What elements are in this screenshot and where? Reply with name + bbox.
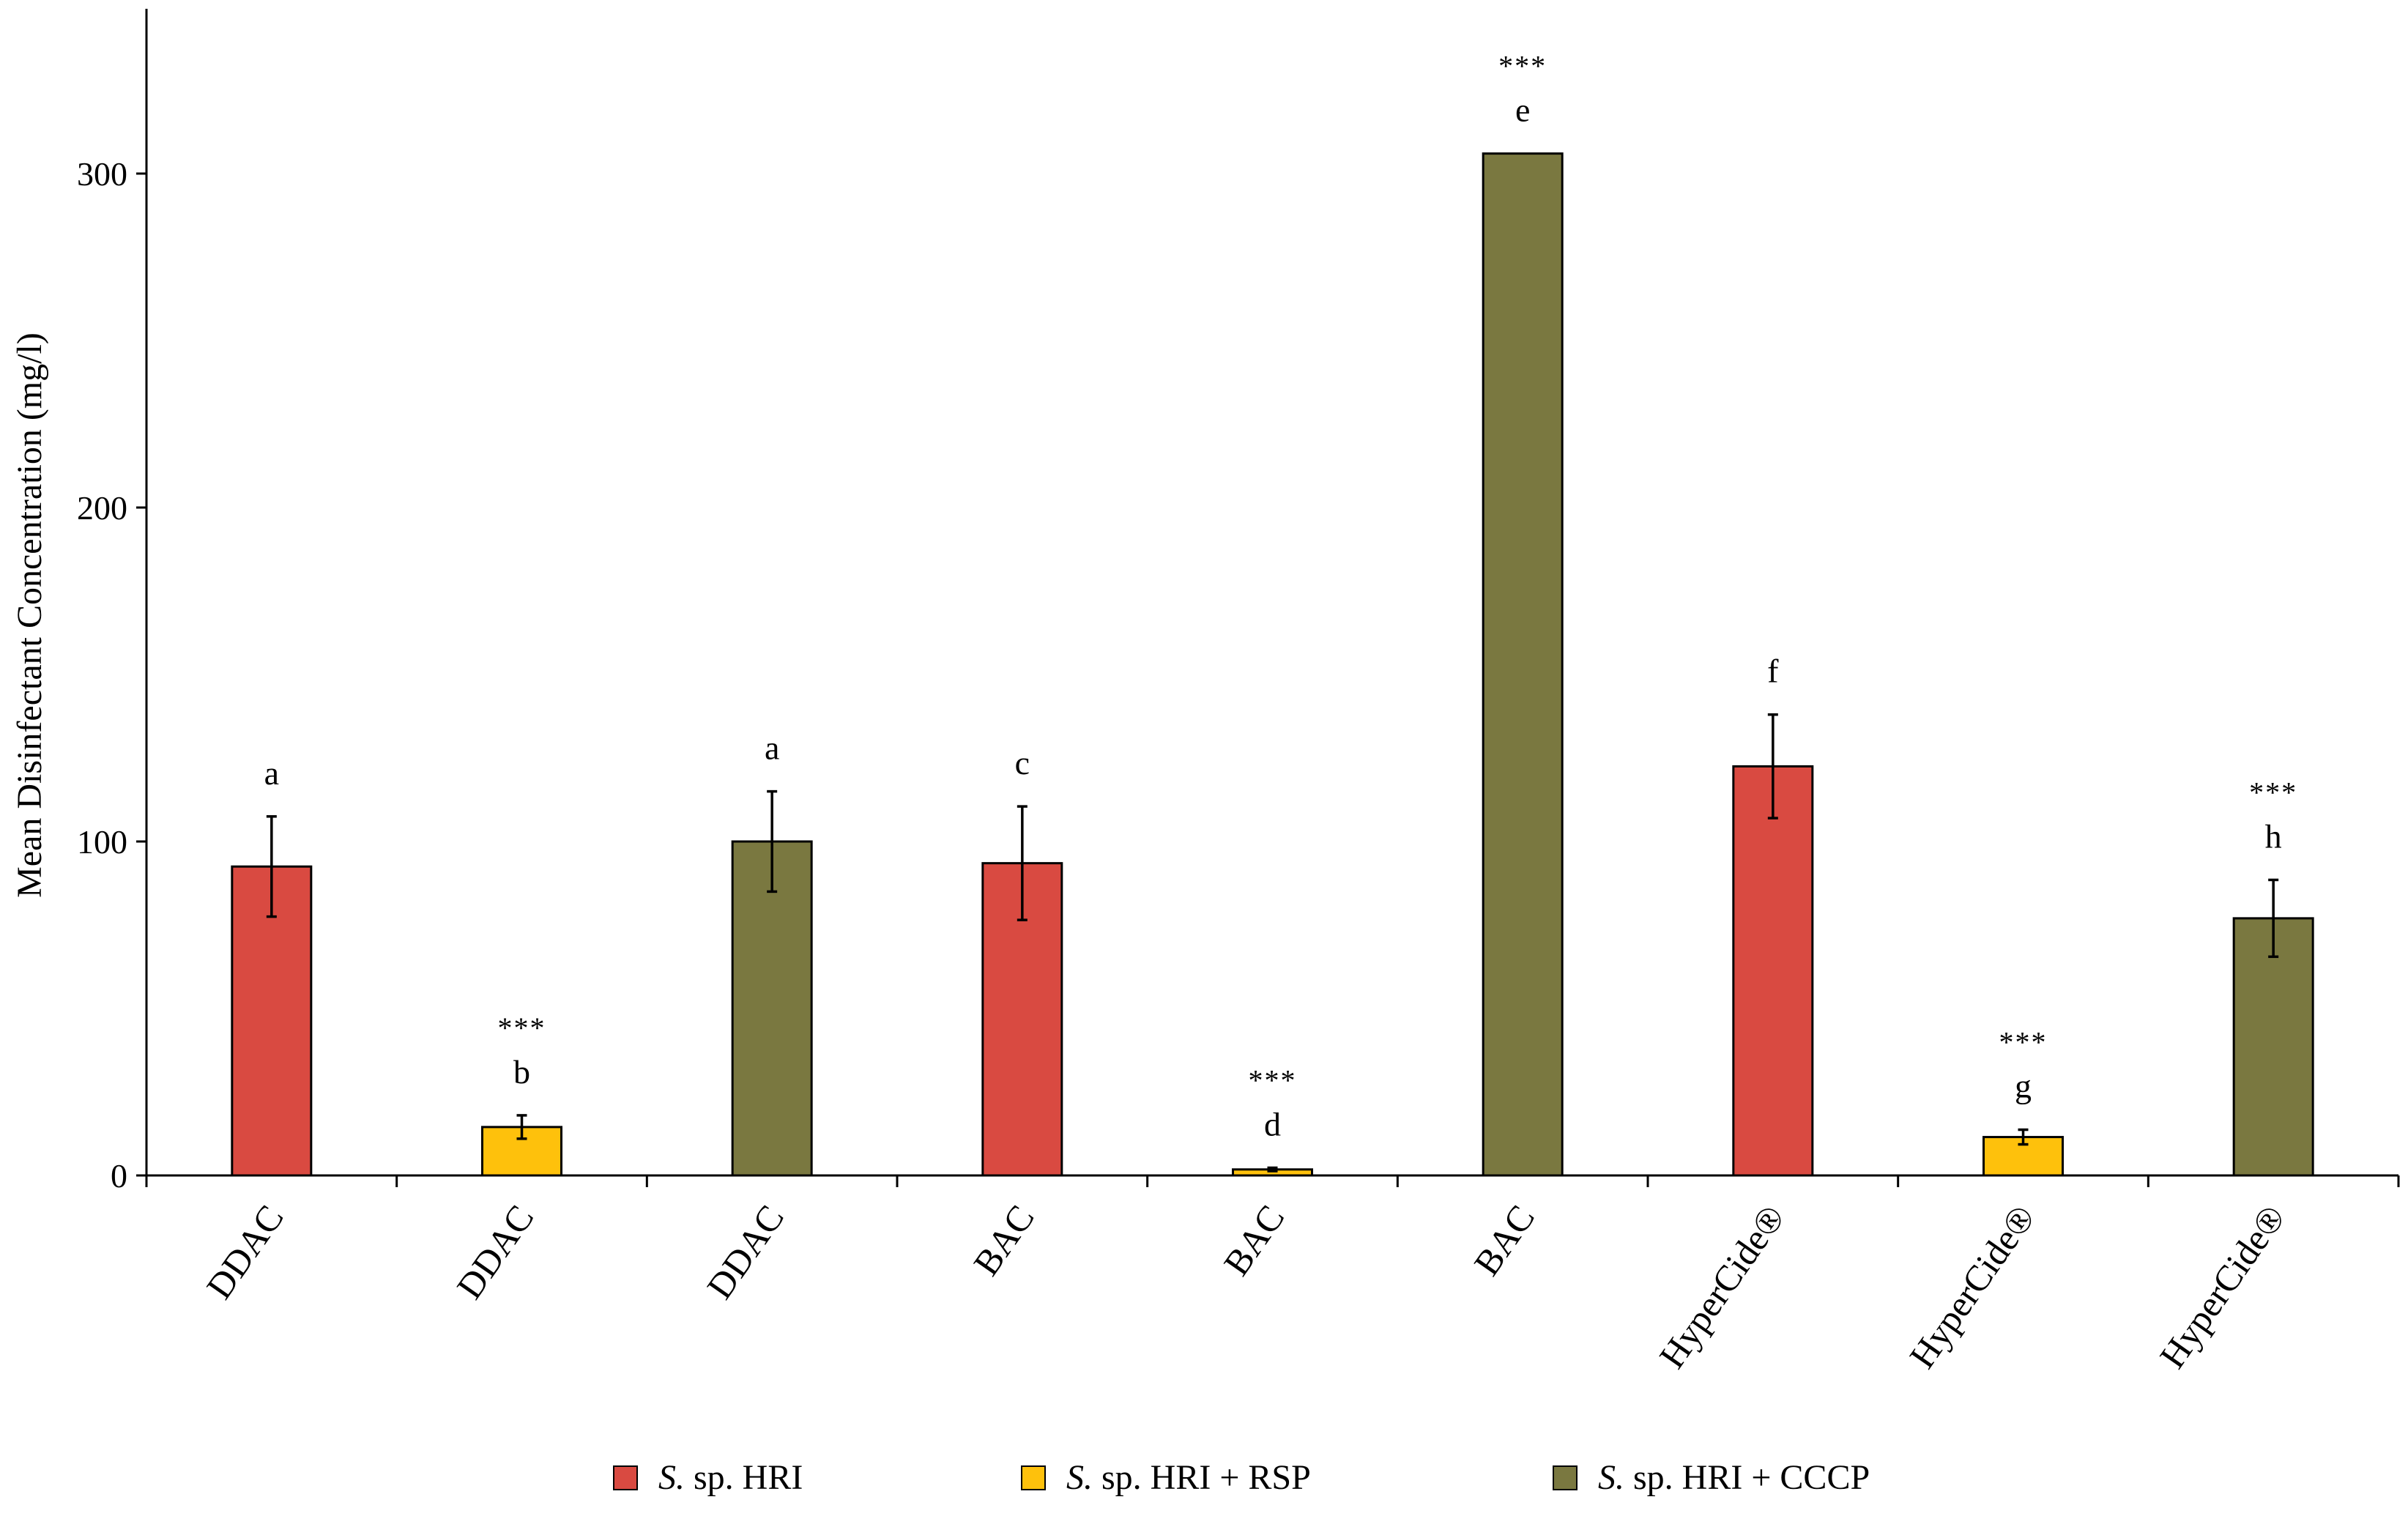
category-label: HyperCide® (2152, 1197, 2293, 1375)
y-tick-label: 0 (111, 1157, 127, 1194)
significance-stars: *** (1498, 50, 1547, 83)
significance-letter: e (1515, 92, 1530, 129)
y-axis-title: Mean Disinfectant Concentration (mg/l) (10, 332, 49, 898)
chart: 0 100 200 300 a b *** a c d *** e *** f g *** h *** DDAC… (10, 9, 2400, 1375)
legend-item: S. sp. HRI (613, 1457, 803, 1498)
bar (1482, 152, 1564, 1177)
significance-letter: b (513, 1053, 530, 1090)
significance-letter: f (1767, 653, 1779, 690)
y-ticks: 0 100 200 300 (77, 155, 146, 1194)
y-tick-label: 200 (77, 489, 127, 527)
error-bars (266, 713, 2279, 1173)
category-label: DDAC (699, 1197, 792, 1306)
significance-letter: c (1015, 744, 1030, 781)
x-ticks (145, 1175, 2400, 1187)
category-label: HyperCide® (1901, 1197, 2043, 1375)
legend-label: S. sp. HRI + CCCP (1598, 1458, 1870, 1497)
significance-letter: d (1264, 1106, 1281, 1143)
legend-item: S. sp. HRI + RSP (1021, 1457, 1311, 1498)
y-tick-label: 300 (77, 155, 127, 193)
bar (731, 840, 813, 1177)
significance-stars: *** (498, 1011, 546, 1044)
category-label: DDAC (198, 1197, 291, 1306)
y-tick-label: 100 (77, 823, 127, 861)
legend-swatch (613, 1465, 638, 1490)
bar (231, 865, 313, 1177)
legend-label: S. sp. HRI (658, 1458, 803, 1497)
category-label: DDAC (448, 1197, 541, 1306)
significance-letter: a (264, 754, 279, 792)
category-label: BAC (1216, 1197, 1293, 1282)
significance-letter: a (765, 729, 779, 767)
legend-item: S. sp. HRI + CCCP (1553, 1457, 1870, 1498)
category-label: HyperCide® (1651, 1197, 1792, 1375)
legend: S. sp. HRI S. sp. HRI + RSP S. sp. HRI +… (0, 1457, 2408, 1509)
significance-letter: h (2265, 817, 2282, 855)
significance-stars: *** (1249, 1064, 1297, 1097)
legend-swatch (1021, 1465, 1046, 1490)
category-labels: DDAC DDAC DDAC BAC BAC BAC HyperCide® HyperCide… (198, 1197, 2293, 1375)
significance-stars: *** (2249, 776, 2297, 809)
axes (145, 9, 2398, 1177)
legend-swatch (1553, 1465, 1578, 1490)
bar (2232, 917, 2314, 1177)
significance-stars: *** (1999, 1026, 2048, 1059)
annotations: a b *** a c d *** e *** f g *** h *** (264, 50, 2297, 1143)
bar (1732, 765, 1814, 1177)
category-label: BAC (1465, 1197, 1542, 1282)
legend-label: S. sp. HRI + RSP (1066, 1458, 1311, 1497)
significance-letter: g (2015, 1068, 2032, 1105)
category-label: BAC (965, 1197, 1042, 1282)
